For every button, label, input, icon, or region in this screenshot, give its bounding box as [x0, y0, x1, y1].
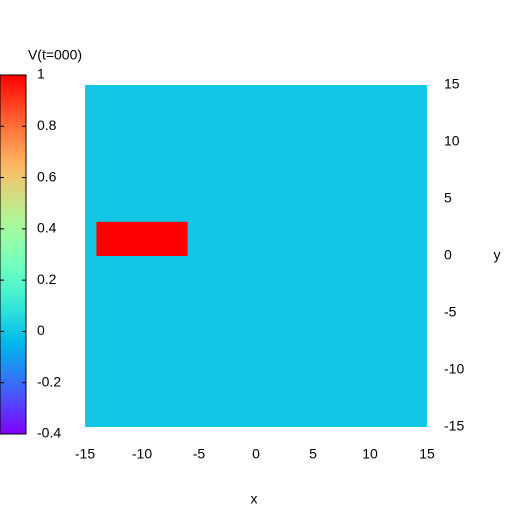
- y-tick-label: -15: [444, 418, 464, 434]
- x-tick-label: -5: [193, 446, 206, 462]
- y-tick-label: 10: [444, 133, 460, 149]
- y-tick-label: -5: [444, 304, 457, 320]
- x-axis-label: x: [251, 491, 258, 507]
- x-tick-label: -10: [132, 446, 152, 462]
- x-tick-label: 5: [309, 446, 317, 462]
- colorbar-tick-label: 0: [37, 322, 45, 338]
- y-tick-label: -10: [444, 361, 464, 377]
- y-tick-label: 5: [444, 190, 452, 206]
- colorbar-tick-label: -0.4: [37, 425, 61, 441]
- x-tick-label: 0: [252, 446, 260, 462]
- colorbar-tick-label: -0.2: [37, 373, 61, 389]
- colorbar-tick-label: 0.4: [37, 220, 57, 236]
- colorbar-tick-label: 0.2: [37, 271, 57, 287]
- colorbar: [0, 74, 27, 435]
- x-tick-label: 10: [362, 446, 378, 462]
- y-tick-label: 0: [444, 247, 452, 263]
- y-tick-label: 15: [444, 76, 460, 92]
- colorbar-tick-label: 1: [37, 66, 45, 82]
- colorbar-tick-label: 0.8: [37, 117, 57, 133]
- colorbar-title: V(t=000): [28, 47, 82, 63]
- x-tick-label: 15: [419, 446, 435, 462]
- colorbar-tick-label: 0.6: [37, 168, 57, 184]
- x-tick-label: -15: [75, 446, 95, 462]
- y-axis-label: y: [494, 247, 501, 263]
- heatmap-patch: [96, 221, 188, 256]
